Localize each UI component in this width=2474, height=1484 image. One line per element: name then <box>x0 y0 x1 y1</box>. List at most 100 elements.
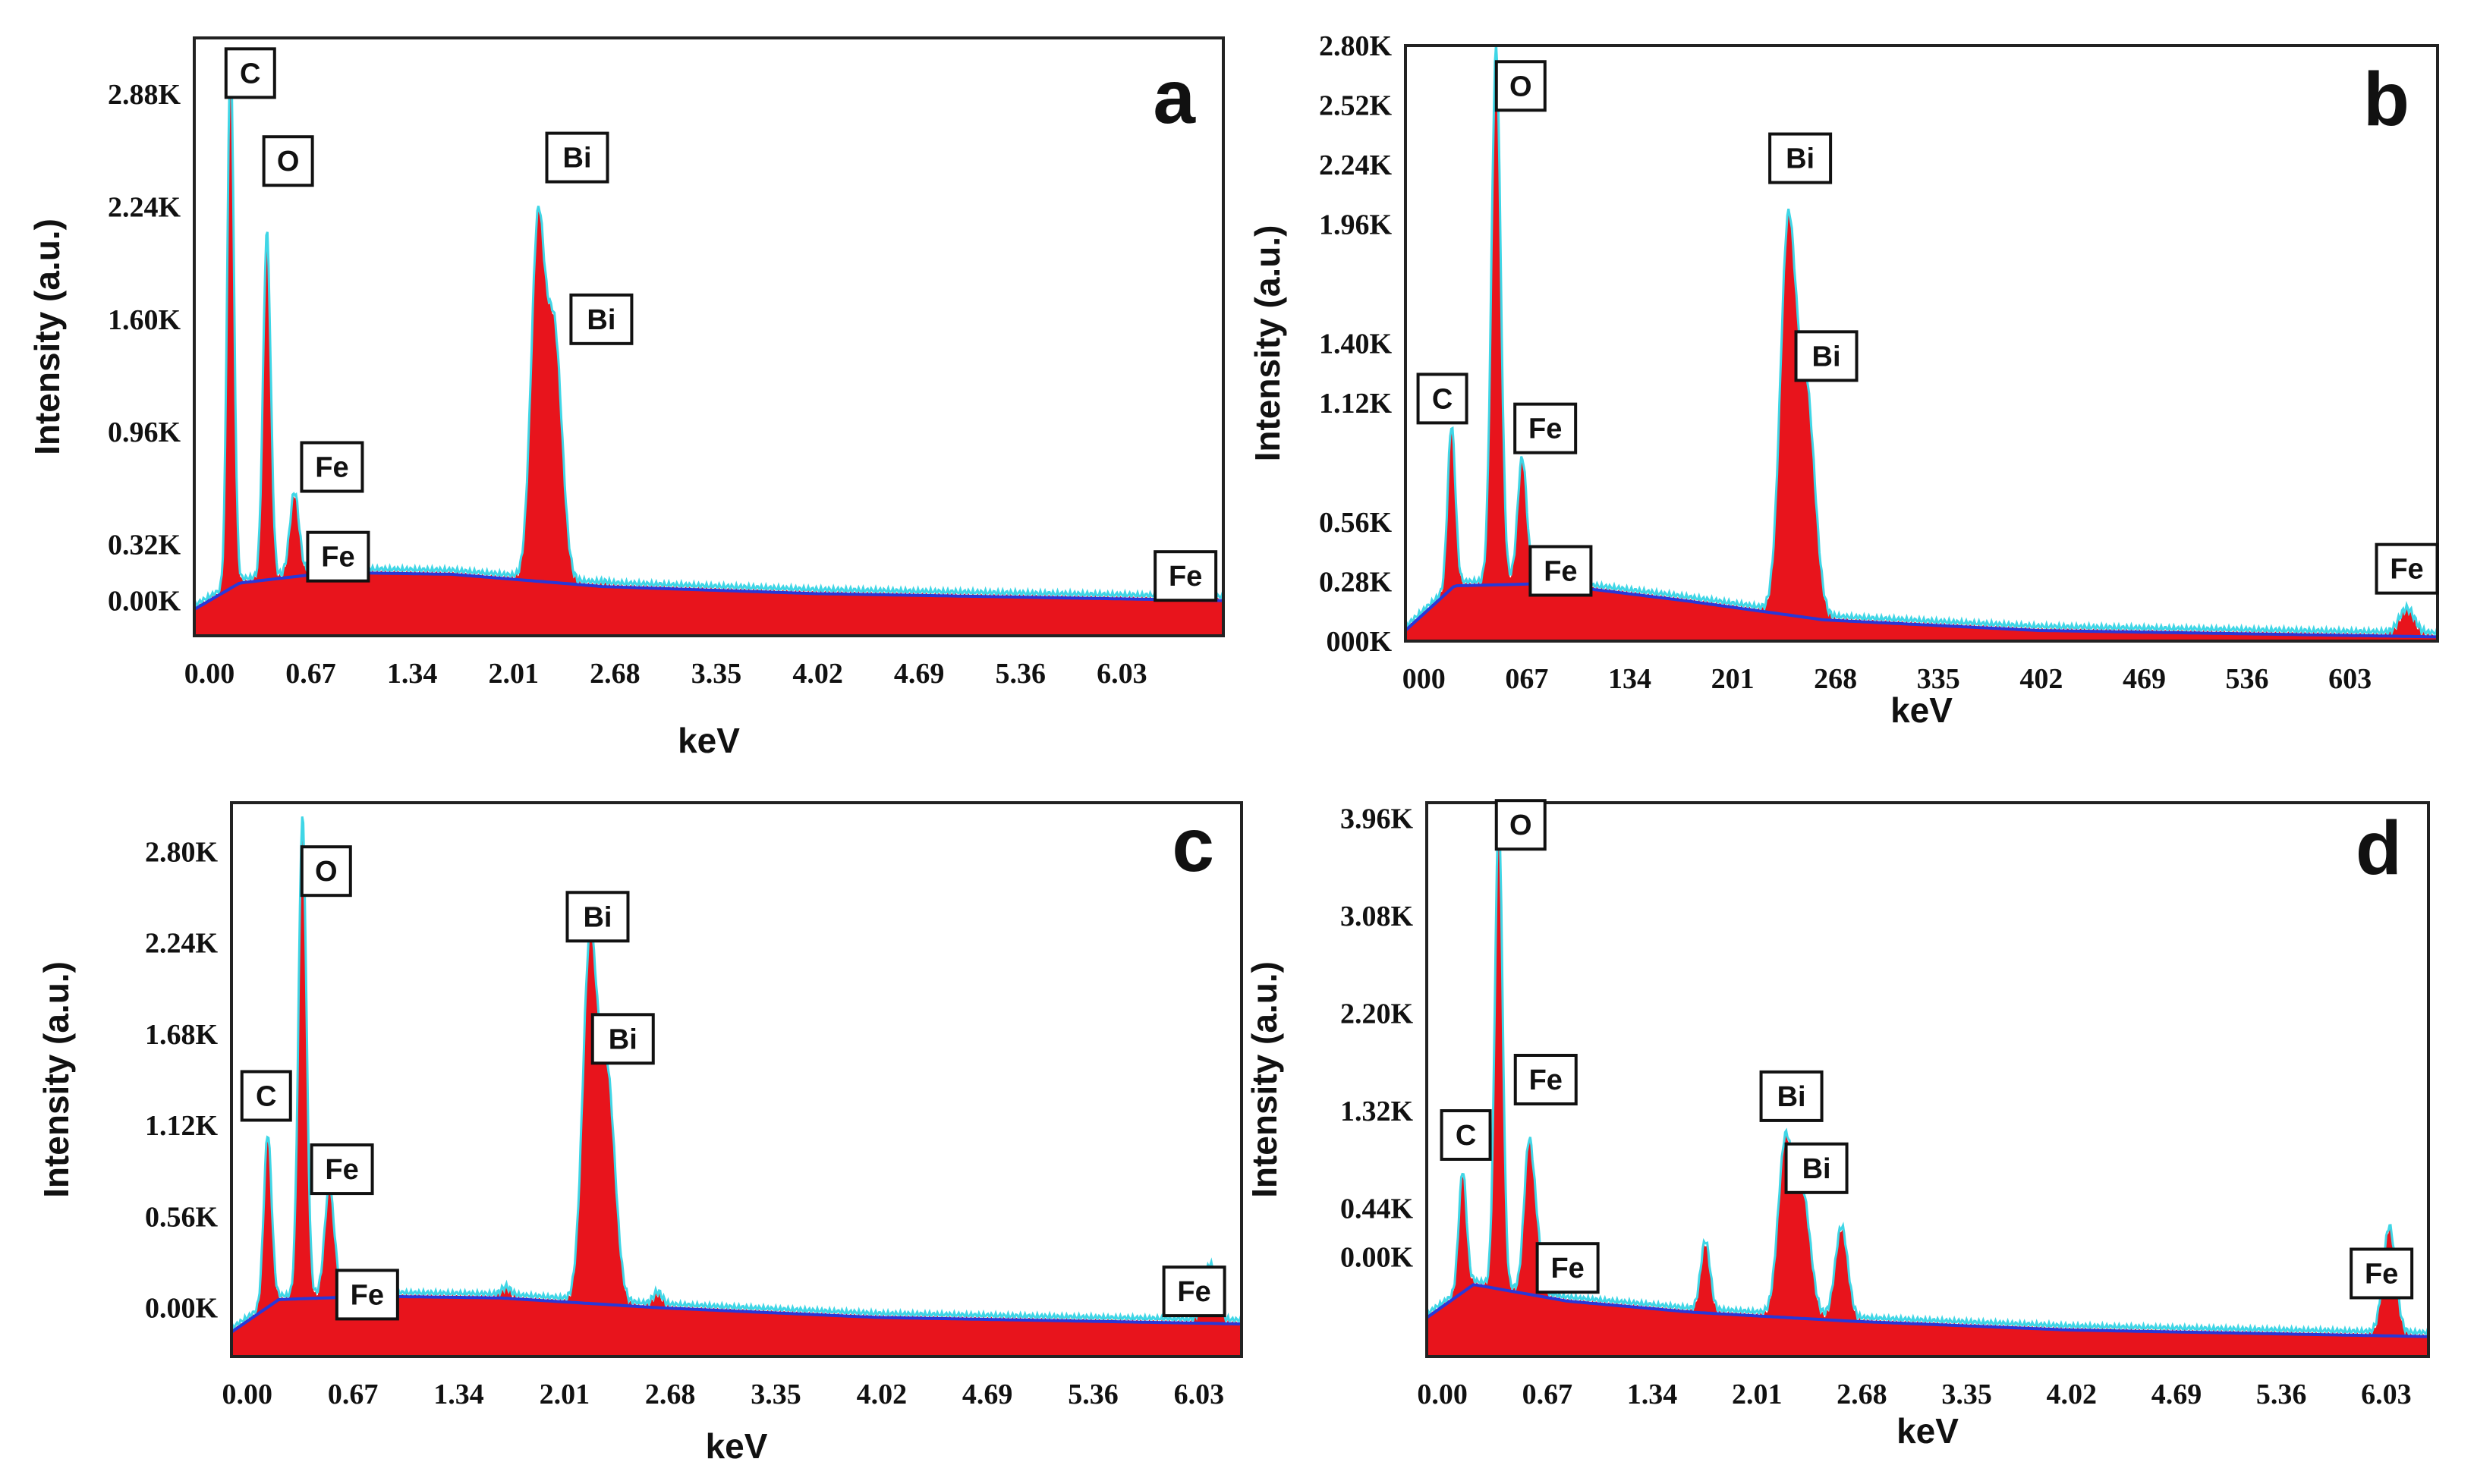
peak-label-fe: Fe <box>300 441 364 493</box>
panel-letter: b <box>2363 57 2409 142</box>
y-tick-label: 1.60K <box>108 304 181 336</box>
peak-label-box <box>1416 373 1468 425</box>
peak-label-fe: Fe <box>1154 550 1218 602</box>
peak-label-box <box>2350 1247 2414 1300</box>
peak-label-text: Bi <box>583 901 612 933</box>
x-tick-label: 4.02 <box>2047 1379 2098 1410</box>
x-axis-title: keV <box>678 721 740 760</box>
y-tick-label: 000K <box>1326 626 1392 658</box>
peak-label-o: O <box>262 135 314 187</box>
x-axis-title: keV <box>1896 1411 1959 1451</box>
spectrum-fill <box>1428 822 2427 1355</box>
peak-label-bi: Bi <box>1759 1070 1824 1122</box>
y-axis-title: Intensity (a.u.) <box>1245 961 1284 1198</box>
peak-label-bi: Bi <box>569 293 634 345</box>
panel-c: 0.00 0.67 1.34 2.01 2.68 3.35 4.02 4.69 5.36 6.03… <box>36 801 1243 1466</box>
y-tick-label: 0.44K <box>1340 1193 1414 1225</box>
peak-label-c: C <box>1416 373 1468 425</box>
x-tick-label: 6.03 <box>1097 658 1147 690</box>
y-tick-label: 2.24K <box>145 928 219 960</box>
peak-label-text: C <box>256 1080 276 1112</box>
spectrum-fill <box>233 819 1240 1355</box>
peak-label-text: Fe <box>1177 1276 1210 1308</box>
peak-label-box <box>1494 60 1547 112</box>
x-tick-label: 2.68 <box>1837 1379 1887 1410</box>
y-tick-label: 0.28K <box>1319 567 1393 599</box>
background-line <box>1428 1283 2427 1338</box>
peak-label-box <box>310 1143 374 1196</box>
peak-label-box <box>1535 1242 1600 1294</box>
peak-label-o: O <box>300 845 352 898</box>
peak-label-bi: Bi <box>545 131 609 184</box>
x-tick-label: 2.68 <box>590 658 641 690</box>
peak-label-text: Bi <box>1786 143 1815 175</box>
peak-label-text: O <box>277 146 300 178</box>
peak-label-box <box>240 1070 292 1122</box>
peak-label-box <box>2375 542 2439 595</box>
x-tick-label: 0.00 <box>184 658 235 690</box>
x-tick-label: 2.68 <box>645 1379 696 1410</box>
y-tick-label: 2.80K <box>145 836 219 868</box>
peak-label-box <box>1440 1109 1492 1161</box>
peak-label-box <box>569 293 634 345</box>
x-tick-label: 0.00 <box>1417 1379 1468 1410</box>
peak-label-box <box>1513 402 1578 454</box>
y-tick-label: 3.08K <box>1340 901 1414 932</box>
peak-label-bi: Bi <box>590 1013 655 1065</box>
y-tick-label: 2.88K <box>108 79 181 111</box>
x-tick-label: 5.36 <box>2256 1379 2307 1410</box>
y-tick-label: 0.56K <box>145 1201 219 1233</box>
peak-label-fe: Fe <box>335 1269 399 1321</box>
x-tick-label: 536 <box>2226 663 2269 695</box>
x-tick-label: 134 <box>1608 663 1651 695</box>
x-tick-label: 3.35 <box>1941 1379 1992 1410</box>
x-tick-label: 4.69 <box>2151 1379 2202 1410</box>
y-tick-label: 0.96K <box>108 417 181 448</box>
x-axis-title: keV <box>706 1426 768 1466</box>
peak-label-text: Bi <box>563 143 592 174</box>
x-tick-label: 469 <box>2123 663 2166 695</box>
peak-label-text: Fe <box>1169 561 1202 593</box>
x-tick-label: 000 <box>1402 663 1446 695</box>
peak-label-text: Bi <box>1777 1081 1806 1113</box>
peak-label-box <box>590 1013 655 1065</box>
peak-label-text: O <box>1509 71 1532 102</box>
x-tick-label: 201 <box>1711 663 1755 695</box>
peak-label-text: Bi <box>587 304 615 336</box>
x-tick-label: 6.03 <box>2361 1379 2412 1410</box>
y-tick-label: 0.56K <box>1319 507 1393 539</box>
background-line <box>233 1294 1240 1333</box>
y-tick-label: 1.40K <box>1319 329 1393 360</box>
peak-label-text: Bi <box>1802 1153 1831 1185</box>
y-tick-label: 2.24K <box>108 191 181 223</box>
peak-label-fe: Fe <box>1528 545 1593 597</box>
y-tick-label: 0.00K <box>1340 1242 1414 1274</box>
x-tick-label: 3.35 <box>691 658 742 690</box>
plot-frame <box>1404 44 2439 643</box>
peak-label-c: C <box>240 1070 292 1122</box>
x-tick-label: 4.02 <box>857 1379 908 1410</box>
y-axis-title: Intensity (a.u.) <box>1248 225 1287 462</box>
peak-label-text: Fe <box>2365 1259 2398 1291</box>
panel-letter: d <box>2356 806 2402 891</box>
x-tick-label: 402 <box>2019 663 2063 695</box>
x-tick-label: 0.00 <box>222 1379 273 1410</box>
y-tick-label: 2.80K <box>1319 30 1393 62</box>
peak-label-box <box>1784 1142 1849 1194</box>
x-tick-label: 5.36 <box>1068 1379 1119 1410</box>
y-tick-label: 3.96K <box>1340 803 1414 835</box>
x-tick-label: 2.01 <box>489 658 540 690</box>
y-axis-title: Intensity (a.u.) <box>27 219 67 455</box>
peak-label-box <box>1768 132 1833 184</box>
x-axis-title: keV <box>1890 690 1953 730</box>
peak-label-text: Fe <box>1529 1064 1563 1096</box>
y-tick-label: 2.24K <box>1319 149 1393 181</box>
peak-label-text: Bi <box>1812 341 1841 373</box>
peak-label-text: Fe <box>325 1154 358 1186</box>
panel-letter: c <box>1172 803 1214 888</box>
x-tick-label: 1.34 <box>387 658 438 690</box>
peak-label-fe: Fe <box>310 1143 374 1196</box>
peak-label-fe: Fe <box>1513 402 1578 454</box>
peak-label-fe: Fe <box>306 530 370 583</box>
peak-label-fe: Fe <box>1513 1054 1578 1105</box>
